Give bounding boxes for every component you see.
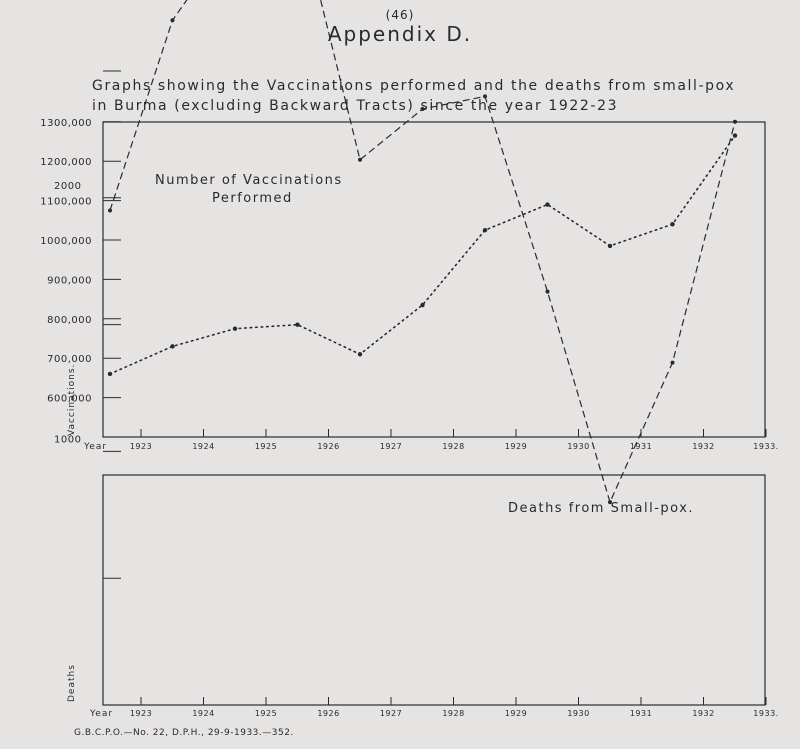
annotation-vaccinations-line-2: Performed	[212, 191, 293, 206]
x-tick-label: 1926	[317, 709, 339, 718]
y-tick-label: 600,000	[47, 394, 92, 405]
vaccinations-data-point	[295, 322, 300, 327]
x-tick-label: 1924	[192, 442, 214, 451]
y-tick-label: 1100,000	[40, 197, 92, 208]
x-tick-label: 1926	[317, 442, 339, 451]
y-tick-label: 800,000	[47, 315, 92, 326]
vaccinations-data-point	[107, 371, 113, 377]
x-tick-label: 1929	[505, 442, 527, 451]
chart-title-line-1: Graphs showing the Vaccinations performe…	[92, 78, 736, 94]
y-tick-label: 700,000	[47, 354, 92, 365]
vaccinations-data-point	[545, 202, 550, 207]
x-tick-label: 1931	[630, 709, 652, 718]
y-axis-label: Deaths	[67, 664, 77, 702]
vaccinations-data-point	[170, 344, 175, 349]
vaccinations-plot-frame	[102, 121, 766, 438]
x-tick-label: 1925	[255, 709, 277, 718]
x-tick-label: 1930	[567, 442, 589, 451]
x-tick-label: 1933.	[753, 442, 778, 451]
vaccinations-data-point	[357, 352, 363, 357]
x-tick-label: 1933.	[753, 709, 778, 718]
deaths-data-point	[170, 18, 175, 23]
deaths-data-point	[420, 107, 425, 112]
y-tick-label: 2000	[54, 181, 81, 192]
annotation-vaccinations-line-1: Number of Vaccinations	[155, 173, 343, 188]
y-tick-label: 1000,000	[40, 236, 92, 247]
x-tick-label: 1927	[380, 442, 402, 451]
vaccinations-data-point	[732, 133, 738, 138]
x-tick-label: 1932	[692, 709, 714, 718]
vaccinations-data-point	[232, 326, 238, 331]
deaths-data-point	[608, 500, 612, 505]
deaths-data-point	[545, 289, 550, 294]
x-tick-label: 1932	[692, 442, 714, 451]
y-tick-label: 1300,000	[40, 118, 92, 129]
x-tick-label: 1929	[505, 709, 527, 718]
deaths-data-point	[670, 360, 675, 365]
vaccinations-data-point	[482, 227, 488, 233]
x-tick-label: 1928	[442, 442, 464, 451]
x-tick-label: 1930	[567, 709, 589, 718]
vaccinations-data-point	[607, 243, 613, 249]
annotation-deaths: Deaths from Small-pox.	[508, 501, 694, 516]
appendix-heading: Appendix D.	[327, 22, 473, 46]
vaccinations-data-point	[420, 302, 425, 308]
x-tick-label: 1928	[442, 709, 464, 718]
vaccinations-data-point	[670, 222, 675, 227]
x-tick-label: 1923	[130, 709, 152, 718]
y-tick-label: 1000	[54, 434, 81, 445]
deaths-data-point	[358, 157, 362, 162]
x-tick-label: 1925	[255, 442, 277, 451]
x-tick-label: 1927	[380, 709, 402, 718]
x-axis-label: Year	[83, 442, 107, 452]
x-axis-label: Year	[89, 709, 113, 719]
page-number: (46)	[385, 8, 415, 22]
deaths-data-point	[733, 119, 737, 124]
y-axis-label: Vaccinations.	[67, 364, 77, 436]
y-tick-label: 1200,000	[40, 157, 92, 168]
deaths-data-point	[108, 208, 112, 213]
x-tick-label: 1931	[630, 442, 652, 451]
deaths-series-line	[109, 0, 736, 504]
chart-title-line-2: in Burma (excluding Backward Tracts) sin…	[92, 98, 619, 114]
deaths-plot-frame	[102, 474, 766, 706]
vaccinations-series-line	[109, 134, 736, 375]
deaths-data-point	[483, 94, 487, 99]
printer-note: G.B.C.P.O.—No. 22, D.P.H., 29-9-1933.—35…	[74, 728, 294, 738]
x-tick-label: 1924	[192, 709, 214, 718]
y-tick-label: 900,000	[47, 275, 92, 286]
x-tick-label: 1923	[130, 442, 152, 451]
